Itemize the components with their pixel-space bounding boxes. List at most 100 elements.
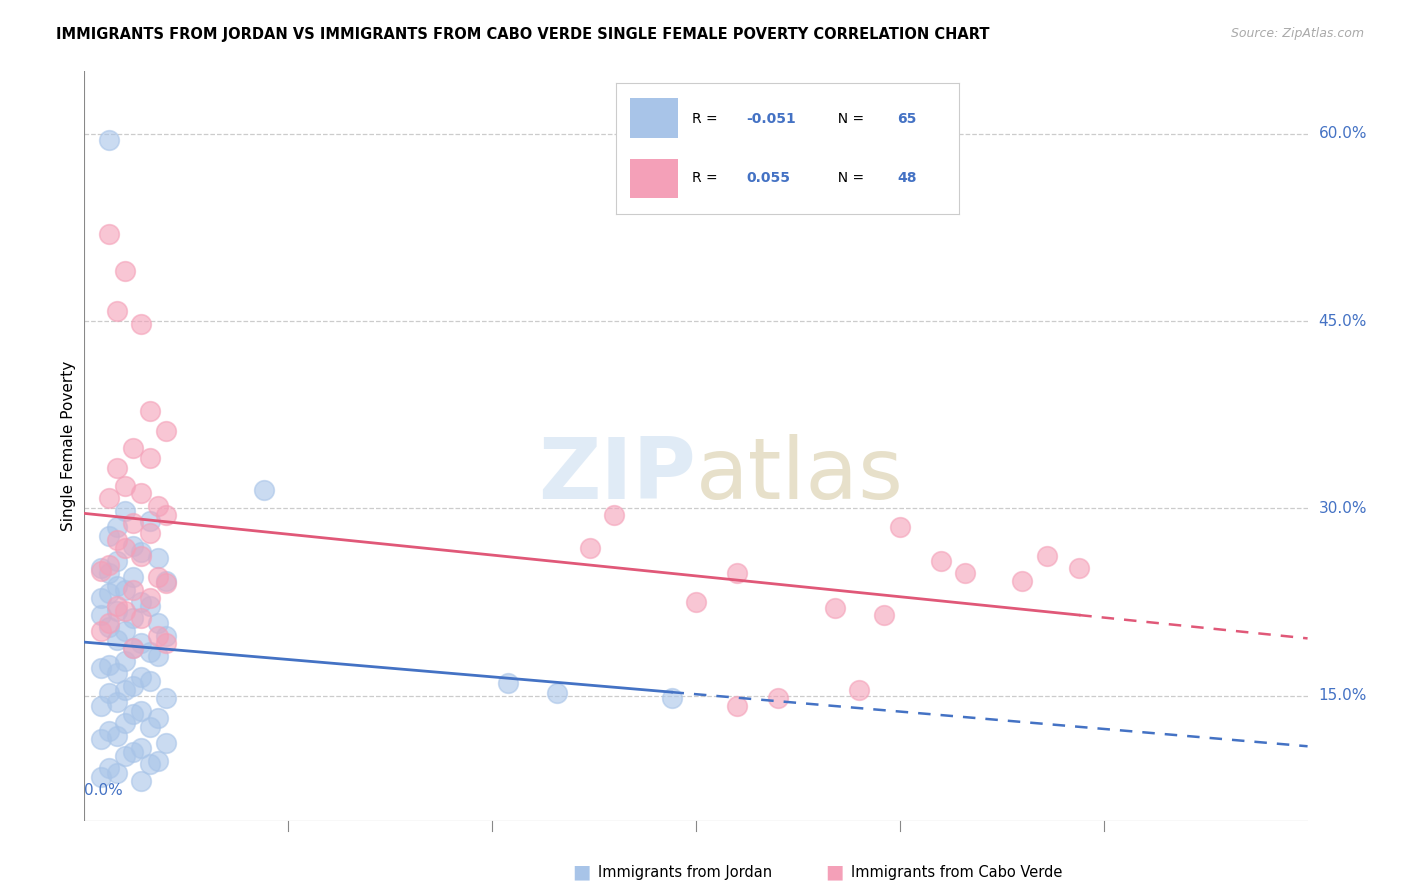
Point xyxy=(114,479,136,493)
Text: 45.0%: 45.0% xyxy=(1319,314,1367,328)
Point xyxy=(889,520,911,534)
Text: 15.0%: 15.0% xyxy=(1319,689,1367,703)
Point xyxy=(90,732,112,747)
Point xyxy=(97,657,120,672)
Point xyxy=(155,736,177,750)
Point xyxy=(146,754,169,768)
Point xyxy=(603,508,626,522)
Text: ZIP: ZIP xyxy=(538,434,696,517)
Point xyxy=(105,766,128,780)
Point xyxy=(90,624,112,638)
Text: Immigrants from Cabo Verde: Immigrants from Cabo Verde xyxy=(851,865,1062,880)
Point xyxy=(155,574,177,588)
Point xyxy=(498,676,520,690)
Point xyxy=(122,570,145,584)
Point xyxy=(122,611,145,625)
Point xyxy=(1011,574,1033,588)
Point xyxy=(105,520,128,534)
Point xyxy=(1069,561,1091,575)
Point xyxy=(122,641,145,656)
Text: ■: ■ xyxy=(825,863,844,882)
Point xyxy=(155,629,177,643)
Point xyxy=(97,586,120,600)
Point xyxy=(122,707,145,722)
Point xyxy=(105,533,128,547)
Point xyxy=(146,570,169,584)
Point xyxy=(114,541,136,556)
Point xyxy=(105,729,128,743)
Point xyxy=(105,632,128,647)
Point xyxy=(138,526,160,541)
Point xyxy=(131,545,153,559)
Text: ■: ■ xyxy=(572,863,591,882)
Point xyxy=(90,564,112,578)
Point xyxy=(97,491,120,506)
Point xyxy=(122,442,145,456)
Point xyxy=(146,648,169,663)
Point xyxy=(122,539,145,553)
Point xyxy=(929,554,952,568)
Point xyxy=(146,629,169,643)
Point xyxy=(105,579,128,593)
Point xyxy=(90,591,112,606)
Point xyxy=(953,566,976,581)
Point xyxy=(114,624,136,638)
Point xyxy=(146,499,169,513)
Point xyxy=(122,582,145,597)
Point xyxy=(97,133,120,147)
Point xyxy=(114,604,136,618)
Point xyxy=(114,682,136,697)
Point xyxy=(90,661,112,675)
Point xyxy=(579,541,602,556)
Point xyxy=(131,317,153,331)
Point xyxy=(114,582,136,597)
Y-axis label: Single Female Poverty: Single Female Poverty xyxy=(60,361,76,531)
Point xyxy=(155,424,177,438)
Point xyxy=(138,451,160,466)
Point xyxy=(122,641,145,656)
Point xyxy=(131,773,153,788)
Point xyxy=(90,607,112,622)
Point xyxy=(122,745,145,759)
Point xyxy=(766,691,789,706)
Point xyxy=(155,691,177,706)
Point xyxy=(131,595,153,609)
Point xyxy=(661,691,683,706)
Point xyxy=(105,304,128,318)
Point xyxy=(146,711,169,725)
Text: Source: ZipAtlas.com: Source: ZipAtlas.com xyxy=(1230,27,1364,40)
Text: 0.0%: 0.0% xyxy=(84,783,124,798)
Point xyxy=(105,604,128,618)
Point xyxy=(105,695,128,709)
Point xyxy=(725,698,748,713)
Point xyxy=(685,595,707,609)
Point xyxy=(824,601,846,615)
Point xyxy=(155,508,177,522)
Point xyxy=(97,723,120,738)
Point xyxy=(97,616,120,631)
Text: 30.0%: 30.0% xyxy=(1319,501,1367,516)
Point xyxy=(131,486,153,500)
Point xyxy=(97,566,120,581)
Point xyxy=(131,636,153,650)
Text: Immigrants from Jordan: Immigrants from Jordan xyxy=(598,865,772,880)
Text: atlas: atlas xyxy=(696,434,904,517)
Point xyxy=(155,576,177,591)
Text: IMMIGRANTS FROM JORDAN VS IMMIGRANTS FROM CABO VERDE SINGLE FEMALE POVERTY CORRE: IMMIGRANTS FROM JORDAN VS IMMIGRANTS FRO… xyxy=(56,27,990,42)
Point xyxy=(546,686,568,700)
Point xyxy=(97,620,120,634)
Text: 60.0%: 60.0% xyxy=(1319,127,1367,141)
Point xyxy=(131,704,153,718)
Point xyxy=(725,566,748,581)
Point xyxy=(122,516,145,531)
Point xyxy=(114,748,136,763)
Point xyxy=(131,741,153,756)
Point xyxy=(97,761,120,775)
Point xyxy=(138,645,160,659)
Point xyxy=(253,483,276,497)
Point xyxy=(90,561,112,575)
Point xyxy=(131,611,153,625)
Point xyxy=(138,591,160,606)
Point xyxy=(105,599,128,613)
Point xyxy=(122,679,145,693)
